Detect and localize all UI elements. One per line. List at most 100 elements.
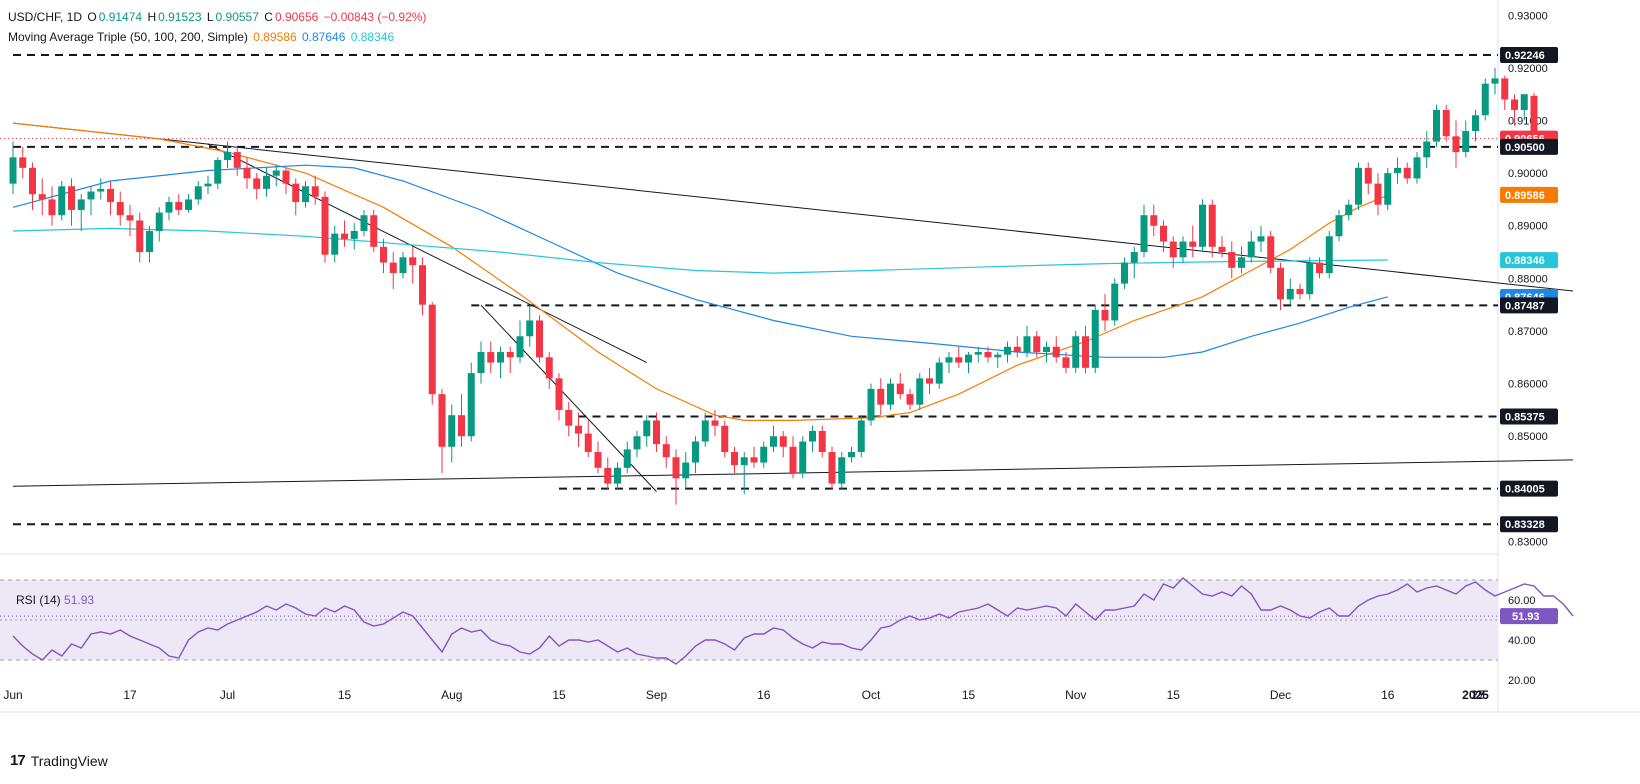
- y-tick-label: 0.92000: [1508, 63, 1548, 75]
- candle-body: [555, 378, 563, 410]
- candle-body: [731, 452, 738, 466]
- candle-body: [1384, 173, 1392, 205]
- x-tick-label: 15: [1471, 688, 1485, 702]
- candle-body: [243, 167, 251, 179]
- candle-body: [487, 352, 495, 363]
- candle-body: [1160, 225, 1167, 242]
- candle-body: [1072, 336, 1080, 368]
- candle-body: [955, 357, 963, 363]
- candle-body: [1364, 167, 1372, 184]
- x-tick-label: 2025: [1462, 688, 1489, 702]
- candle-body: [623, 449, 631, 468]
- y-tick-label: 0.87000: [1508, 326, 1548, 338]
- candle-body: [1082, 336, 1089, 368]
- symbol-label[interactable]: USD/CHF, 1D: [8, 10, 83, 24]
- candle-body: [1403, 167, 1411, 179]
- candle-body: [1013, 346, 1021, 353]
- price-badge: [1500, 297, 1558, 314]
- candle-body: [906, 394, 914, 405]
- candle-body: [1433, 109, 1440, 142]
- candle-body: [1277, 267, 1284, 300]
- candle-body: [292, 183, 300, 203]
- candle-body: [1267, 236, 1275, 268]
- candle-body: [711, 420, 719, 426]
- x-tick-label: Sep: [646, 688, 668, 702]
- candle-body: [370, 215, 378, 247]
- candle-body: [643, 420, 651, 437]
- candle-body: [828, 452, 836, 484]
- candle-body: [1238, 257, 1245, 268]
- price-badge: [1500, 408, 1558, 425]
- candle-body: [1491, 78, 1499, 84]
- candle-body: [97, 188, 105, 192]
- candle-body: [877, 388, 885, 405]
- candle-body: [175, 202, 183, 210]
- x-tick-label: 16: [1381, 688, 1395, 702]
- candle-body: [1228, 252, 1236, 268]
- candle-body: [497, 352, 504, 363]
- candle-body: [1130, 252, 1138, 263]
- candle-body: [614, 467, 621, 484]
- candle-body: [77, 199, 85, 210]
- candle-body: [1101, 309, 1109, 321]
- trend-line: [207, 143, 647, 364]
- candle-body: [740, 457, 748, 466]
- candle-body: [380, 246, 387, 263]
- price-badge-label: 0.83328: [1505, 519, 1545, 531]
- rsi-y-tick-label: 60.00: [1508, 595, 1536, 607]
- candle-body: [1306, 262, 1314, 295]
- candle-body: [1345, 204, 1353, 216]
- x-tick-label: 15: [962, 688, 976, 702]
- candle-body: [1423, 141, 1431, 158]
- rsi-line: [12, 577, 1574, 665]
- y-tick-label: 0.85000: [1508, 431, 1548, 443]
- price-badge: [1500, 516, 1558, 533]
- x-tick-label: 17: [123, 688, 137, 702]
- candle-body: [779, 436, 787, 447]
- candle-body: [584, 433, 592, 453]
- tradingview-logo[interactable]: 17 TradingView: [10, 752, 108, 769]
- candle-body: [438, 394, 446, 447]
- ma-title[interactable]: Moving Average Triple (50, 100, 200, Sim…: [8, 30, 248, 44]
- candle-body: [1472, 115, 1479, 132]
- candle-body: [1462, 131, 1470, 153]
- candle-body: [409, 257, 417, 266]
- candle-body: [107, 188, 114, 203]
- x-tick-label: Jun: [3, 688, 22, 702]
- candle-body: [1316, 262, 1323, 274]
- x-tick-label: 27: [1471, 688, 1485, 702]
- x-tick-label: Aug: [441, 688, 462, 702]
- x-tick-label: Nov: [1065, 688, 1086, 702]
- candle-body: [575, 425, 582, 434]
- candle-body: [1355, 167, 1362, 205]
- candle-body: [1052, 346, 1060, 358]
- candle-body: [1199, 204, 1206, 247]
- candle-body: [1062, 357, 1070, 368]
- price-badge-label: 0.90500: [1505, 142, 1545, 154]
- candle-body: [419, 265, 426, 305]
- candle-body: [1033, 336, 1041, 353]
- candle-body: [467, 373, 475, 437]
- x-tick-label: 15: [1167, 688, 1181, 702]
- candle-body: [526, 320, 534, 337]
- candle-body: [341, 233, 348, 239]
- price-badge-label: 0.84005: [1505, 484, 1545, 496]
- candle-body: [185, 199, 192, 210]
- candle-body: [311, 186, 319, 197]
- rsi-y-tick-label: 40.00: [1508, 635, 1536, 647]
- candle-body: [1189, 241, 1197, 247]
- candle-body: [302, 186, 309, 203]
- candle-body: [194, 186, 202, 200]
- candle-body: [516, 336, 524, 358]
- candle-body: [701, 420, 709, 442]
- high-value: 0.91523: [158, 10, 202, 24]
- candle-body: [672, 457, 680, 479]
- candle-body: [604, 467, 612, 484]
- candle-body: [721, 425, 729, 453]
- candle-body: [536, 320, 543, 358]
- candle-body: [360, 215, 368, 232]
- x-tick-label: Dec: [1270, 688, 1291, 702]
- high-label: H: [147, 10, 157, 24]
- rsi-label[interactable]: RSI (14): [16, 593, 61, 607]
